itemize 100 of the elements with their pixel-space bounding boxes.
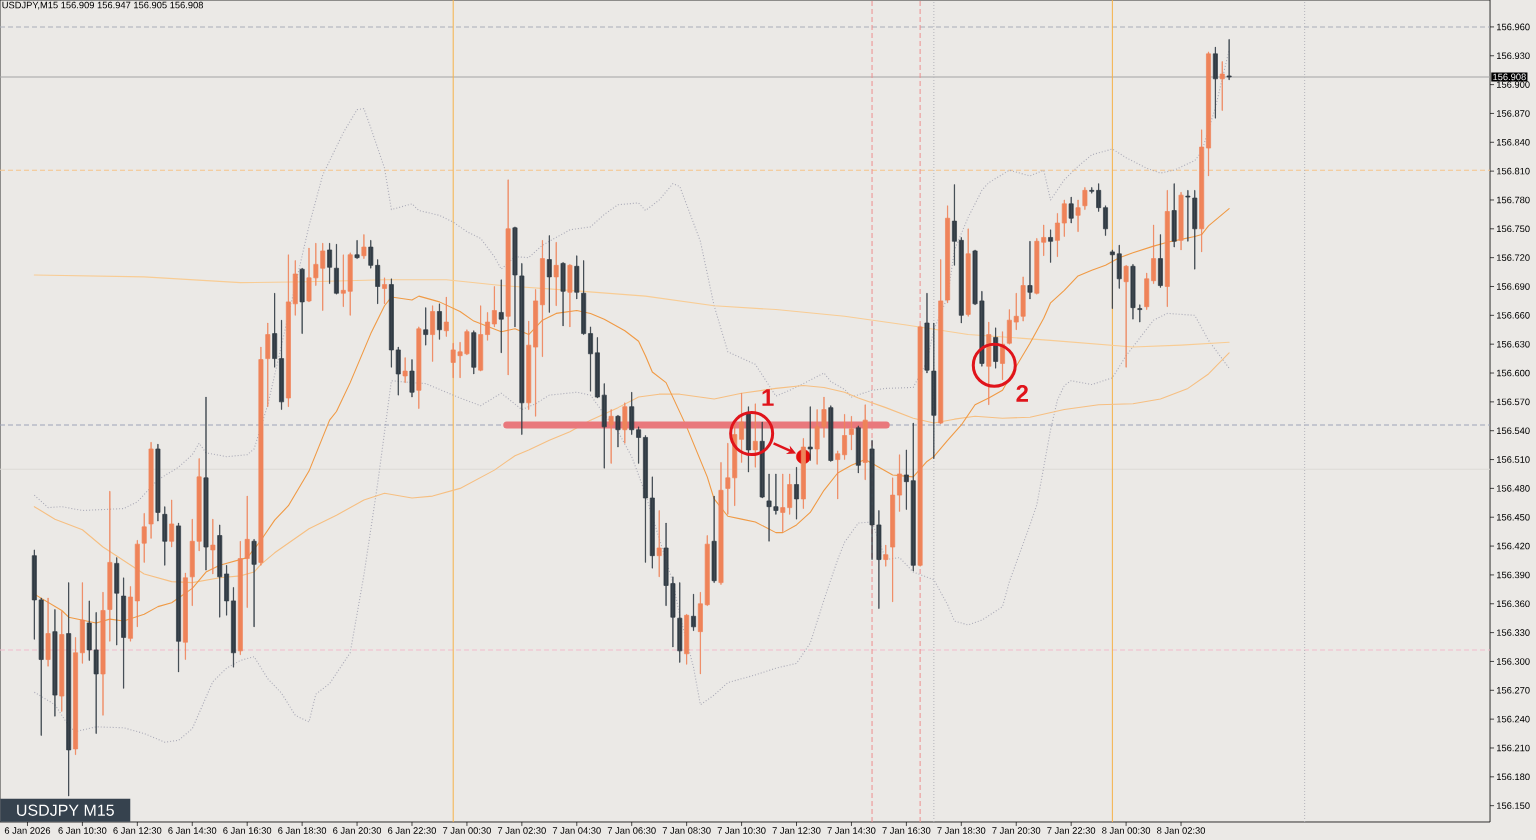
y-tick-label: 156.360 bbox=[1497, 600, 1530, 608]
candlestick bbox=[402, 357, 408, 383]
x-tick-label: 6 Jan 20:30 bbox=[333, 827, 382, 834]
candlestick bbox=[382, 277, 387, 305]
candlestick bbox=[471, 330, 477, 375]
y-tick-label: 156.780 bbox=[1497, 196, 1530, 204]
candlestick bbox=[677, 582, 683, 663]
candlestick bbox=[601, 383, 607, 469]
x-tick-label: 7 Jan 22:30 bbox=[1047, 827, 1096, 834]
ref-line-label: 156.908 bbox=[1493, 73, 1526, 81]
candlestick bbox=[210, 518, 216, 575]
candlestick bbox=[649, 476, 655, 569]
candlestick bbox=[581, 260, 587, 335]
y-tick-label: 156.330 bbox=[1497, 629, 1530, 636]
x-tick-label: 6 Jan 18:30 bbox=[278, 827, 327, 834]
x-tick-label: 7 Jan 08:30 bbox=[662, 827, 711, 834]
candlestick bbox=[1130, 264, 1136, 320]
candlestick bbox=[162, 506, 168, 566]
candlestick bbox=[292, 260, 298, 316]
candlestick bbox=[141, 513, 147, 563]
candlestick bbox=[952, 184, 957, 266]
x-tick-label: 6 Jan 2026 bbox=[4, 827, 51, 834]
x-tick-label: 7 Jan 18:30 bbox=[937, 827, 986, 834]
x-tick-label: 6 Jan 10:30 bbox=[58, 827, 107, 834]
candlestick bbox=[66, 582, 72, 797]
annotation: 2 bbox=[1016, 384, 1028, 402]
candlestick bbox=[546, 235, 552, 313]
candlestick bbox=[169, 499, 175, 548]
candlestick bbox=[1226, 39, 1232, 81]
candlestick bbox=[1068, 196, 1074, 224]
candlestick bbox=[752, 403, 758, 468]
candlestick bbox=[588, 326, 593, 392]
candlestick bbox=[794, 466, 799, 520]
y-tick-label: 156.570 bbox=[1497, 398, 1530, 406]
candlestick bbox=[52, 609, 58, 717]
candlestick bbox=[718, 462, 724, 585]
candlestick bbox=[1123, 264, 1129, 368]
line-series bbox=[33, 274, 1230, 348]
candlestick bbox=[938, 259, 944, 425]
candlestick bbox=[567, 264, 573, 328]
x-tick-label: 6 Jan 16:30 bbox=[223, 827, 272, 834]
candlestick bbox=[409, 359, 415, 398]
candlestick bbox=[100, 591, 106, 716]
candlestick bbox=[505, 179, 511, 376]
x-tick-label: 7 Jan 14:30 bbox=[827, 827, 876, 834]
candlestick bbox=[1157, 234, 1163, 288]
y-tick-label: 156.900 bbox=[1497, 81, 1530, 88]
x-tick-label: 6 Jan 14:30 bbox=[168, 827, 217, 834]
x-tick-label: 7 Jan 16:30 bbox=[882, 827, 931, 834]
candlestick bbox=[986, 321, 992, 406]
candlestick bbox=[574, 255, 580, 300]
candlestick bbox=[828, 405, 834, 462]
candlestick bbox=[917, 325, 923, 567]
candlestick bbox=[958, 237, 964, 324]
candlestick bbox=[395, 346, 401, 396]
candlestick bbox=[416, 326, 422, 409]
y-tick-label: 156.870 bbox=[1497, 110, 1530, 117]
candlestick bbox=[1082, 187, 1088, 210]
candlestick bbox=[897, 454, 902, 512]
candlestick bbox=[45, 597, 51, 667]
candlestick bbox=[1219, 61, 1225, 111]
y-tick-label: 156.420 bbox=[1497, 542, 1530, 550]
candlestick bbox=[203, 396, 209, 571]
candlestick bbox=[224, 564, 230, 616]
y-tick-label: 156.690 bbox=[1497, 283, 1530, 290]
candlestick bbox=[1171, 183, 1177, 248]
candlestick bbox=[155, 443, 161, 522]
candlestick bbox=[1137, 304, 1143, 323]
candlestick bbox=[629, 391, 635, 435]
y-tick-label: 156.450 bbox=[1497, 513, 1530, 521]
candlestick bbox=[327, 242, 333, 284]
candlestick bbox=[526, 320, 532, 410]
candlestick bbox=[265, 322, 271, 408]
x-tick-label: 6 Jan 22:30 bbox=[388, 827, 437, 834]
candlestick bbox=[176, 522, 181, 673]
y-tick-label: 156.630 bbox=[1497, 340, 1530, 348]
y-tick-label: 156.660 bbox=[1497, 312, 1530, 319]
y-tick-label: 156.930 bbox=[1497, 52, 1530, 60]
candlestick bbox=[835, 450, 841, 500]
candlestick bbox=[643, 435, 648, 563]
y-tick-label: 156.240 bbox=[1497, 715, 1530, 723]
candlestick bbox=[121, 577, 127, 689]
y-tick-label: 156.180 bbox=[1497, 773, 1530, 781]
y-tick-label: 156.720 bbox=[1497, 254, 1530, 261]
x-tick-label: 7 Jan 20:30 bbox=[992, 827, 1041, 834]
candlestick bbox=[114, 557, 120, 646]
candlestick bbox=[59, 611, 65, 712]
candlestick bbox=[251, 539, 257, 628]
candlestick bbox=[491, 286, 497, 328]
candlestick bbox=[807, 406, 813, 461]
candlestick bbox=[560, 262, 566, 327]
candlestick bbox=[594, 337, 600, 399]
x-tick-label: 6 Jan 12:30 bbox=[113, 827, 162, 834]
candlestick bbox=[217, 524, 223, 618]
y-tick-label: 156.510 bbox=[1497, 456, 1530, 463]
candlestick bbox=[1027, 240, 1033, 300]
candlestick bbox=[746, 406, 751, 473]
candlestick bbox=[361, 234, 367, 259]
candlestick bbox=[1048, 229, 1054, 263]
candlestick bbox=[1103, 205, 1108, 236]
